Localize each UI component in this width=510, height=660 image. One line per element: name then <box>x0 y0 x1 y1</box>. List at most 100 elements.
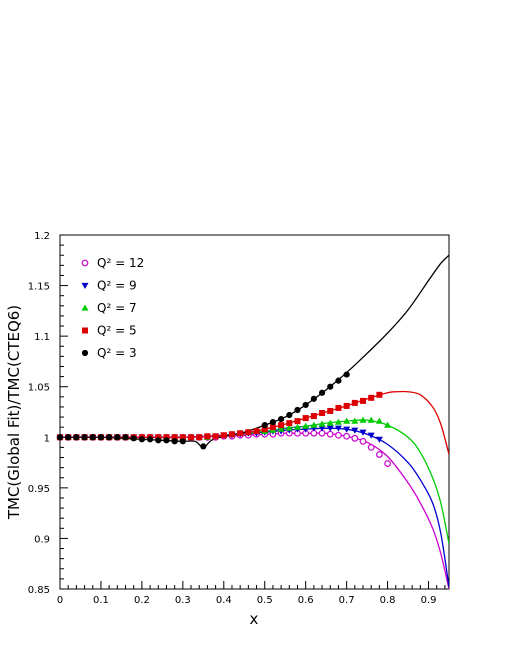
data-point <box>179 434 186 441</box>
data-point <box>326 419 334 426</box>
data-point <box>163 437 170 444</box>
legend-label: Q² = 9 <box>97 279 137 293</box>
x-tick-label: 0.9 <box>421 595 437 606</box>
data-point <box>368 394 375 401</box>
data-point <box>310 421 318 428</box>
data-point <box>343 426 351 433</box>
plot-frame <box>59 234 450 590</box>
data-point <box>81 434 88 441</box>
data-point <box>376 391 383 398</box>
data-point <box>97 434 105 441</box>
data-point <box>334 418 342 425</box>
data-point <box>351 427 359 434</box>
data-point <box>245 429 252 436</box>
data-point <box>343 371 350 378</box>
data-point <box>367 444 375 451</box>
data-point <box>122 434 129 441</box>
legend-marker <box>81 282 89 289</box>
data-point <box>89 434 96 441</box>
data-point <box>171 438 178 445</box>
legend-label: Q² = 5 <box>97 324 137 338</box>
data-point <box>302 422 310 429</box>
y-tick-label: 0.85 <box>28 585 50 596</box>
data-point <box>367 432 375 439</box>
data-point <box>106 434 113 441</box>
series-line <box>60 427 449 588</box>
data-point <box>335 377 342 384</box>
y-tick-label: 0.95 <box>28 484 50 495</box>
y-axis-title: TMC(Global Fit)/TMC(CTEQ6) <box>5 305 23 520</box>
data-point <box>327 383 334 390</box>
x-axis-title: x <box>250 610 259 628</box>
data-point <box>359 416 367 423</box>
y-tick-label: 1 <box>44 433 50 444</box>
data-point <box>375 451 383 458</box>
x-tick-label: 0.7 <box>339 595 355 606</box>
data-point <box>237 430 244 437</box>
data-point <box>65 434 72 441</box>
data-point <box>261 426 268 433</box>
data-point <box>375 417 383 424</box>
legend-label: Q² = 7 <box>97 301 137 315</box>
data-point <box>261 422 268 429</box>
data-point <box>343 417 351 424</box>
x-tick-label: 0.1 <box>93 595 109 606</box>
data-point <box>359 429 367 436</box>
data-point <box>310 413 317 420</box>
data-point <box>269 419 277 426</box>
data-point <box>294 418 301 425</box>
data-point <box>318 425 326 432</box>
data-point <box>351 434 359 442</box>
data-point <box>326 430 334 438</box>
legend-label: Q² = 3 <box>97 346 137 360</box>
data-point <box>228 431 235 438</box>
data-point <box>375 436 383 443</box>
data-point <box>302 401 309 409</box>
data-point <box>326 425 334 432</box>
series-line <box>60 390 449 455</box>
data-point <box>286 420 293 427</box>
series-line <box>60 432 449 589</box>
data-point <box>155 437 162 444</box>
x-tick-label: 0.6 <box>298 595 314 606</box>
data-point <box>384 421 392 428</box>
data-point <box>360 397 367 404</box>
data-point <box>196 434 203 441</box>
data-point <box>359 437 367 445</box>
x-tick-label: 0.5 <box>257 595 273 606</box>
data-point <box>286 411 293 419</box>
x-tick-label: 0.8 <box>380 595 396 606</box>
data-point <box>318 420 326 427</box>
data-point <box>277 425 285 432</box>
data-point <box>293 423 301 430</box>
series-markers <box>56 371 392 467</box>
data-point <box>278 422 285 429</box>
data-point <box>138 436 145 443</box>
data-point <box>351 399 358 406</box>
data-point <box>179 438 186 445</box>
data-point <box>56 434 64 441</box>
axis-ticks: 0 0.1 0.2 0.3 0.4 0.5 0.6 0.7 0.8 0.9 0.85 0.9 0.95 1… <box>28 231 446 606</box>
data-point <box>302 415 309 422</box>
data-point <box>285 424 293 431</box>
data-point <box>367 416 375 423</box>
data-point <box>343 432 351 440</box>
legend-marker <box>81 259 89 267</box>
data-point <box>171 434 178 441</box>
y-tick-label: 1.1 <box>34 332 50 343</box>
x-tick-label: 0.2 <box>134 595 150 606</box>
x-tick-label: 0 <box>57 595 63 606</box>
data-point <box>335 431 342 439</box>
data-point <box>335 404 342 411</box>
data-point <box>351 417 359 424</box>
data-point <box>269 424 276 431</box>
x-tick-label: 0.3 <box>175 595 191 606</box>
y-tick-label: 0.9 <box>34 534 50 545</box>
data-point <box>130 435 137 442</box>
data-point <box>146 436 154 443</box>
data-point <box>253 428 260 435</box>
y-tick-label: 1.05 <box>28 383 50 394</box>
data-point <box>200 443 207 450</box>
data-point <box>343 402 350 409</box>
